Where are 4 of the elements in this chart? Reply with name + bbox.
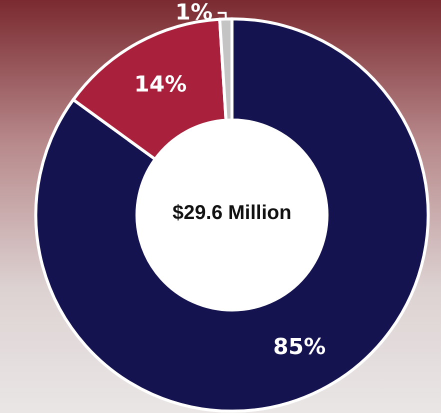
data-label: 1% (175, 0, 213, 26)
text: $29.6 Million (172, 202, 292, 224)
data-label: 85% (273, 334, 326, 360)
data-label: 14% (134, 72, 187, 98)
